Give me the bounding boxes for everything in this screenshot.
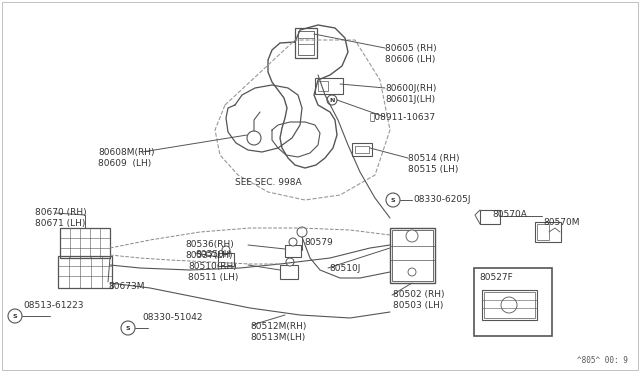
Text: 80673M: 80673M [108, 282, 145, 291]
Bar [318, 81, 328, 91]
Text: ^805^ 00: 9: ^805^ 00: 9 [577, 356, 628, 365]
Text: 08330-6205J: 08330-6205J [413, 196, 470, 205]
Text: 80510J: 80510J [329, 264, 360, 273]
Bar [482, 290, 537, 320]
Circle shape [222, 246, 230, 254]
Text: 80579: 80579 [304, 238, 333, 247]
Text: 80550H: 80550H [195, 250, 230, 259]
Bar [390, 228, 435, 283]
Circle shape [297, 227, 307, 237]
Text: 80600J(RH)
80601J(LH): 80600J(RH) 80601J(LH) [385, 84, 436, 104]
Bar [535, 222, 561, 242]
Text: 80608M(RH)
80609  (LH): 80608M(RH) 80609 (LH) [98, 148, 154, 168]
Circle shape [121, 321, 135, 335]
Circle shape [501, 297, 517, 313]
Text: 80605 (RH)
80606 (LH): 80605 (RH) 80606 (LH) [385, 44, 436, 64]
Bar [218, 253, 234, 266]
Bar [355, 146, 369, 153]
Bar [285, 245, 301, 257]
Circle shape [247, 131, 261, 145]
Text: S: S [125, 326, 131, 330]
Text: 80510(RH)
80511 (LH): 80510(RH) 80511 (LH) [188, 262, 238, 282]
Text: 80570M: 80570M [543, 218, 579, 227]
Bar [352, 143, 372, 156]
Text: 08330-51042: 08330-51042 [142, 313, 202, 322]
Text: N: N [330, 97, 335, 103]
Circle shape [289, 238, 297, 246]
Text: 80512M(RH)
80513M(LH): 80512M(RH) 80513M(LH) [250, 322, 307, 342]
Text: ⓝ08911-10637: ⓝ08911-10637 [370, 112, 436, 121]
Text: 80514 (RH)
80515 (LH): 80514 (RH) 80515 (LH) [408, 154, 460, 174]
Bar [484, 292, 535, 318]
Bar [392, 230, 433, 281]
Circle shape [386, 193, 400, 207]
Circle shape [408, 268, 416, 276]
Bar [298, 31, 314, 55]
Text: SEE SEC. 998A: SEE SEC. 998A [235, 178, 301, 187]
Bar [480, 210, 500, 224]
Bar [60, 228, 110, 258]
Text: 80570A: 80570A [492, 210, 527, 219]
Circle shape [327, 95, 337, 105]
Text: 08513-61223: 08513-61223 [23, 301, 83, 310]
Bar [537, 224, 549, 240]
Circle shape [406, 230, 418, 242]
Bar [280, 265, 298, 279]
Bar [295, 28, 317, 58]
Text: S: S [390, 198, 396, 202]
Circle shape [8, 309, 22, 323]
Text: 80527F: 80527F [479, 273, 513, 282]
Bar [315, 78, 343, 94]
Bar [474, 268, 552, 336]
Text: 80536(RH)
80537(LH): 80536(RH) 80537(LH) [185, 240, 234, 260]
Text: S: S [13, 314, 17, 318]
Circle shape [286, 258, 294, 266]
Text: 80670 (RH)
80671 (LH): 80670 (RH) 80671 (LH) [35, 208, 86, 228]
Bar [58, 256, 112, 288]
Text: 80502 (RH)
80503 (LH): 80502 (RH) 80503 (LH) [393, 290, 445, 310]
